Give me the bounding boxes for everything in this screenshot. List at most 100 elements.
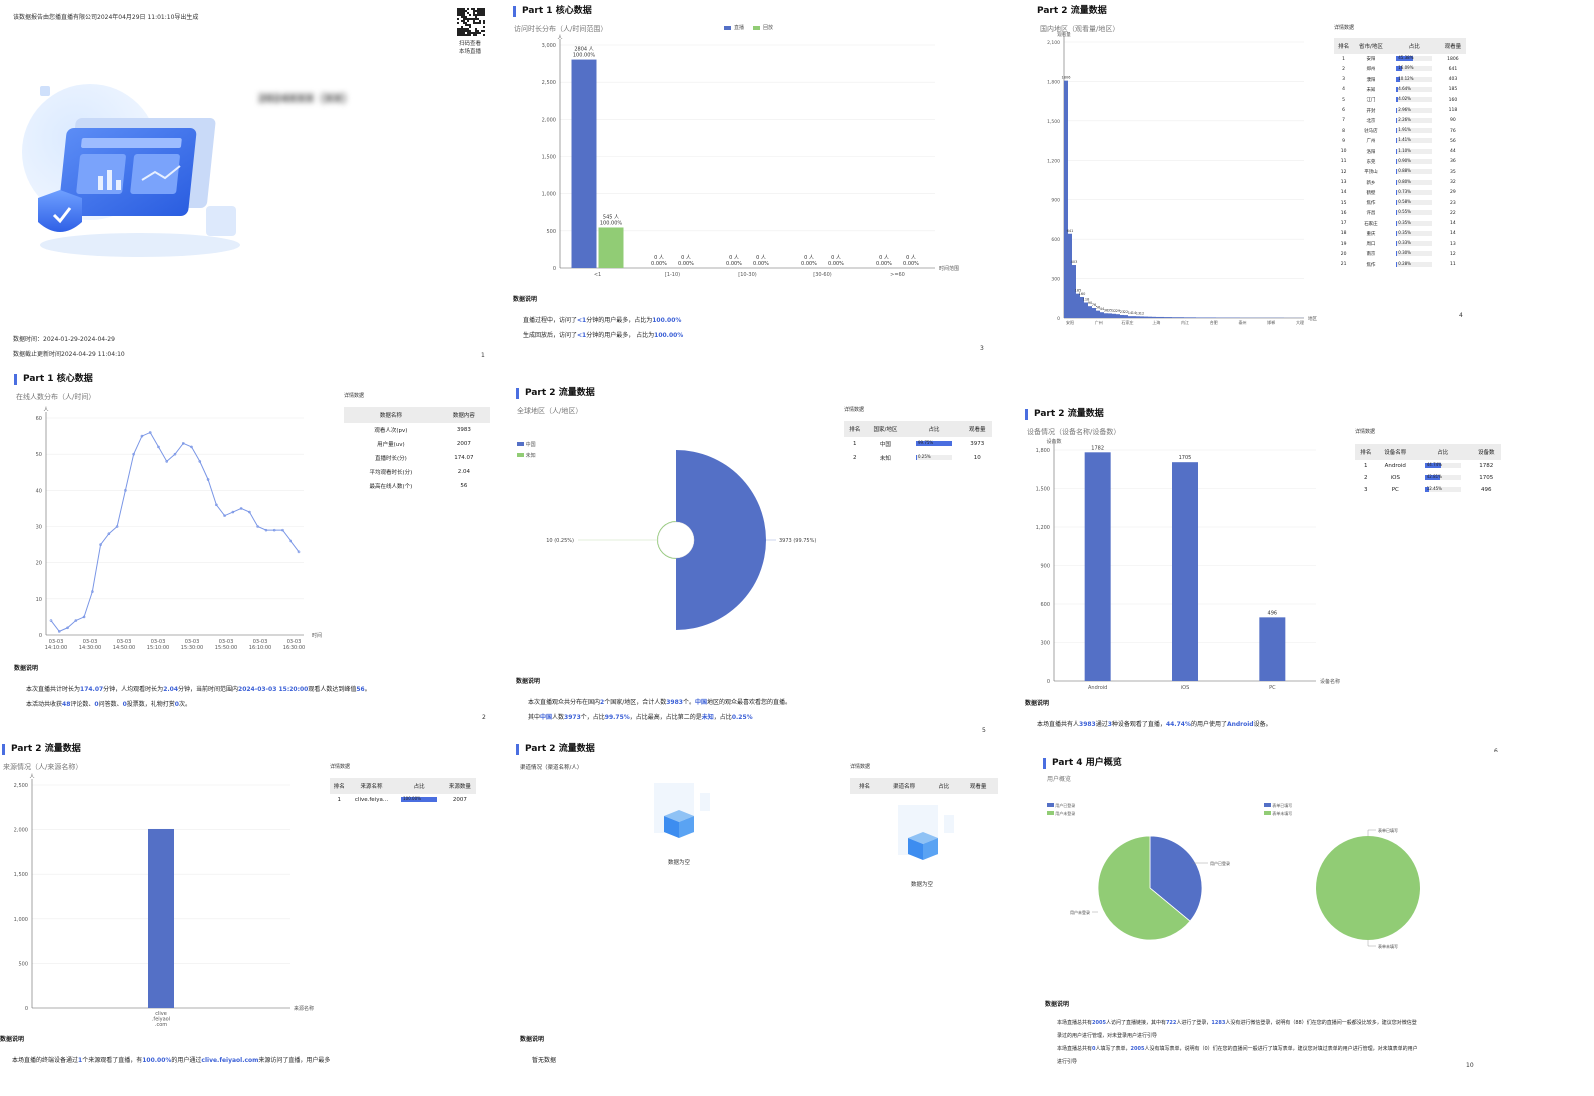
legend-china: 中国 [517,441,536,448]
y-tick-label: 2,000 [14,828,28,834]
legend-form-unfilled: 表单未填写 [1264,811,1292,817]
cell-pct: 0.25% [905,451,962,465]
cell-rank: 1 [1342,56,1346,62]
x-tick-label: 15:30:00 [181,645,203,651]
qr-cell [475,18,477,20]
bar-label: 12 [1140,311,1144,315]
desc-line-2: 本场直播总共有0人填写了表单，2005人没有填写表单，说明有（0）们在您的直播间… [1057,1046,1418,1052]
section-title: Part 1 核心数据 [513,6,592,17]
cell-val: 11 [1450,262,1456,268]
qr-code[interactable] [457,8,485,36]
cell-pct: 2.26% [1389,116,1440,126]
bar [1084,452,1111,681]
desc-line-2b: 进行引导 [1057,1059,1078,1065]
qr-cell [459,14,461,16]
cell-name: 北京 [1366,118,1376,124]
col-rank: 排名 [1355,444,1377,460]
page-number: 3 [980,345,984,352]
col-val: 观看量 [958,778,998,794]
channel-table: 排名 渠道名称 占比 观看量 [850,778,998,794]
table-row: 1 Android 44.74% 1782 [1355,460,1501,472]
empty-box-icon-2 [898,805,954,860]
chart-subtitle: 在线人数分布（人/时间） [16,393,96,401]
table-row: 17 石家庄 0.35% 14 [1334,219,1466,229]
cell-pct: 0.73% [1389,188,1440,198]
bar-label: 0 人 [804,255,814,261]
qr-cell [461,12,463,14]
qr-cell [483,14,485,16]
desc-heading: 数据说明 [1025,700,1050,707]
cell-val: 22 [1450,210,1456,216]
section-title: Part 2 流量数据 [516,744,595,755]
qr-cell [475,30,477,32]
section-title: Part 1 核心数据 [14,374,93,385]
cell-name: 最高在线人数(个) [369,484,413,490]
table-row: 观看人次(pv) 3983 [344,423,490,437]
city-chart: 观看量 0 300 600 900 1,200 1,500 1,800 2,100 1806 641… [1047,31,1317,325]
cell-pct: 1.91% [1389,126,1440,136]
qr-cell [469,34,471,36]
source-chart: 人 0 500 1,000 1,500 2,000 2,500 clive.feiyaol.c… [14,774,314,1028]
y-tick-label: 50 [36,452,42,458]
desc-line-2: 本活动共收获48评论数、0问答数、0投票数，礼物打赏0次。 [26,701,191,708]
page-number: 6 [1494,748,1498,755]
x-tick-label: iOS [1181,685,1190,691]
cell-name: 南京 [1366,252,1376,258]
qr-cell [479,20,481,22]
desc-heading: 数据说明 [513,296,538,303]
x-tick-label: 15:50:00 [215,645,237,651]
qr-cell [463,18,465,20]
table-row: 18 重庆 0.35% 14 [1334,229,1466,239]
qr-cell [463,12,465,14]
bar-label: 44 [1100,307,1105,311]
col-name: 来源名称 [348,778,395,794]
cell-val: 641 [1448,66,1458,72]
bar [1196,317,1200,318]
cell-val: 32 [1450,180,1456,186]
col-value: 数据内容 [437,407,490,423]
bar [148,828,174,1008]
table-row: 7 北京 2.26% 90 [1334,116,1466,126]
table-row: 用户量(uv) 2007 [344,437,490,451]
donut-hole [657,521,695,559]
cell-rank: 16 [1340,210,1347,216]
qr-cell [457,32,459,34]
cell-name: 广州 [1366,139,1376,145]
cover-illustration [22,84,240,257]
bar-label: 0.00% [876,261,892,267]
y-tick-label: 0 [1047,679,1050,685]
cell-name: 中国 [879,442,891,448]
qr-cell [469,26,471,28]
chart-legend: 直播 回放 [724,24,773,31]
x-tick-label: PC [1269,685,1276,691]
bar-label: 14 [1132,311,1137,315]
qr-cell [465,16,467,18]
x-tick-label: 14:10:00 [45,645,67,651]
y-tick-label: 300 [1051,277,1060,283]
chart-subtitle: 访问时长分布（人/时间范围） [514,25,608,33]
bar [1116,314,1120,318]
col-rank: 排名 [1334,38,1354,54]
pie-label: 用户已登录 [1210,860,1230,866]
cell-rank: 4 [1342,87,1346,93]
cell-val: 185 [1448,87,1458,93]
bar [1140,316,1144,318]
y-tick-label: 2,000 [542,117,556,123]
cell-pct: 1.10% [1389,147,1440,157]
qr-cell [463,32,465,34]
bar [1168,317,1172,318]
bar [1068,233,1072,318]
x-tick-label: 14:30:00 [79,645,101,651]
table-row: 19 周口 0.33% 13 [1334,239,1466,249]
bar [1112,313,1116,318]
bar [1092,308,1096,318]
data-description: 数据说明 本场直播共有人3983通过3种设备观看了直播，44.74%的用户使用了… [1025,696,1272,732]
cell-value: 2.04 [457,469,471,475]
y-tick-label: 600 [1040,602,1050,608]
bar-label: 0.00% [801,261,817,267]
cell-rank: 19 [1340,241,1347,247]
desc-line-1b: 录过的用户进行管理，对未登录用户进行引导 [1057,1033,1158,1039]
qr-cell [467,8,469,10]
bar-label: 76 [1092,303,1096,307]
qr-cell [475,32,477,34]
